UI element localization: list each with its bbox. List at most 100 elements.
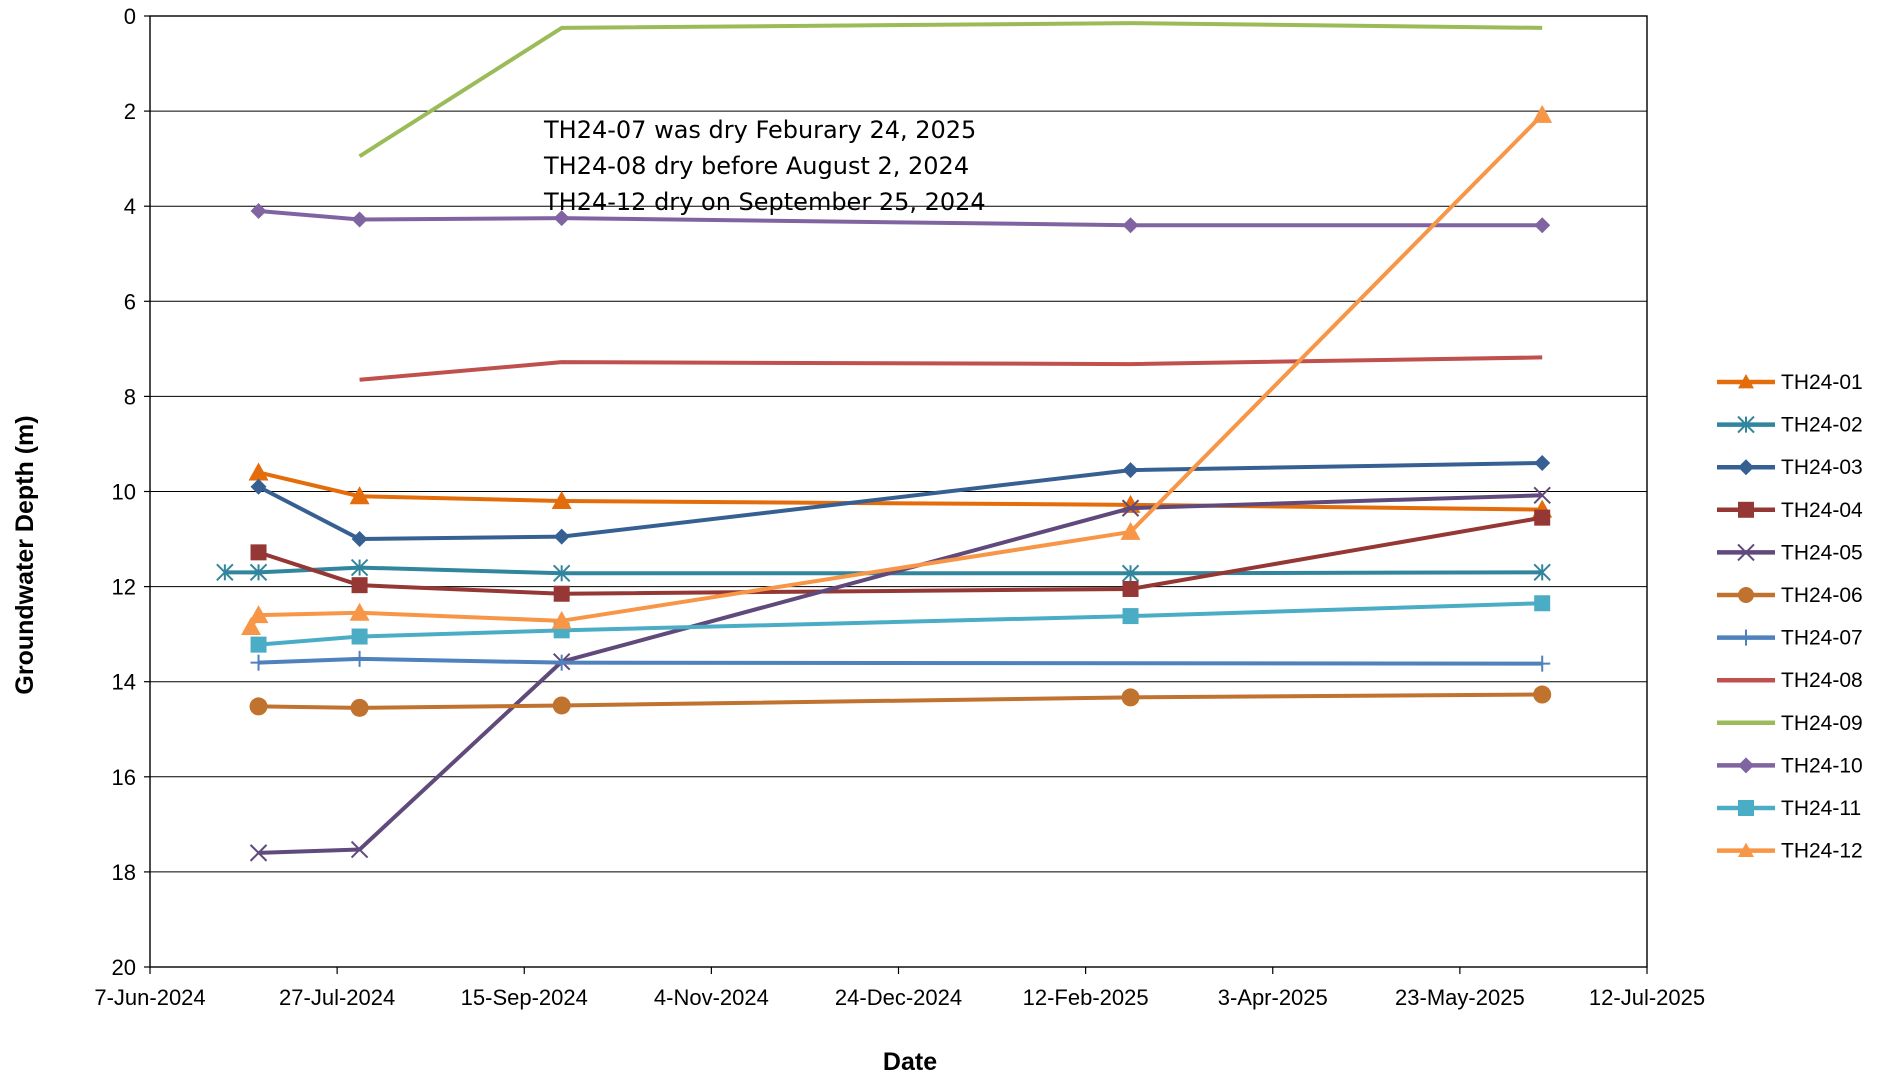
- series-th24-04: [250, 509, 1551, 602]
- x-tick-label: 24-Dec-2024: [835, 985, 962, 1010]
- diamond-marker: [250, 478, 267, 495]
- legend-item-th24-08: TH24-08: [1717, 669, 1863, 692]
- diamond-marker: [1534, 217, 1551, 234]
- square-marker: [351, 628, 368, 645]
- series-th24-12: [241, 104, 1553, 636]
- annotations: TH24-07 was dry Feburary 24, 2025 TH24-0…: [543, 116, 986, 216]
- triangle-marker: [349, 602, 370, 621]
- x-marker-stroke: [350, 840, 369, 859]
- legend-label: TH24-05: [1781, 541, 1863, 564]
- asterisk-marker: [1533, 563, 1551, 582]
- triangle-marker: [551, 610, 572, 629]
- x-marker: [350, 840, 369, 859]
- legend: TH24-01 TH24-02 TH24-03 TH24-04 TH24-05 TH24-…: [1717, 371, 1863, 863]
- circle-marker: [1533, 685, 1552, 704]
- legend-label: TH24-12: [1781, 840, 1863, 863]
- plus-marker: [553, 654, 570, 671]
- diamond-marker: [553, 528, 570, 545]
- square-marker: [250, 544, 267, 561]
- square-marker: [1534, 595, 1551, 612]
- y-tick-label: 0: [124, 4, 136, 29]
- circle-marker: [1121, 688, 1140, 707]
- diamond-marker: [351, 211, 368, 228]
- legend-item-th24-10: TH24-10: [1717, 754, 1863, 777]
- circle-marker: [552, 696, 571, 715]
- square-marker: [351, 577, 368, 594]
- series-th24-08: [359, 355, 1543, 382]
- diamond-marker: [1738, 459, 1754, 476]
- diamond-marker: [553, 210, 570, 227]
- asterisk-marker: [1737, 415, 1755, 434]
- annotation-3: TH24-12 dry on September 25, 2024: [543, 188, 986, 216]
- series-line-th24-08: [359, 355, 1543, 382]
- triangle-marker: [241, 617, 262, 636]
- x-marker-stroke: [1121, 499, 1140, 517]
- y-tick-label: 20: [112, 955, 136, 980]
- series-line-th24-09: [358, 21, 1543, 158]
- y-tick-label: 6: [124, 289, 136, 314]
- square-marker: [1122, 580, 1139, 597]
- legend-label: TH24-01: [1781, 371, 1863, 394]
- square-marker: [250, 636, 267, 653]
- legend-item-th24-07: TH24-07: [1717, 627, 1863, 650]
- series-th24-09: [358, 21, 1543, 158]
- asterisk-marker: [552, 564, 571, 582]
- plus-marker: [351, 650, 368, 667]
- legend-label: TH24-06: [1781, 584, 1863, 607]
- series-group: [216, 21, 1553, 862]
- triangle-marker: [1738, 374, 1754, 389]
- series-line-th24-05: [258, 493, 1543, 855]
- legend-label: TH24-10: [1781, 754, 1863, 777]
- asterisk-marker: [1121, 564, 1140, 582]
- triangle-marker: [248, 605, 269, 624]
- legend-label: TH24-02: [1781, 414, 1863, 437]
- series-line-th24-06: [258, 692, 1543, 710]
- diamond-marker: [1738, 757, 1754, 774]
- square-marker: [1534, 509, 1551, 526]
- diamond-marker: [1122, 217, 1139, 234]
- asterisk-marker: [249, 563, 268, 582]
- y-tick-label: 12: [112, 575, 136, 600]
- x-marker: [249, 844, 268, 862]
- series-line-th24-04: [257, 515, 1543, 596]
- series-th24-03: [250, 454, 1551, 548]
- plus-marker: [1534, 655, 1551, 672]
- series-th24-01: [248, 462, 1553, 518]
- circle-marker: [249, 697, 268, 716]
- y-tick-label: 18: [112, 860, 136, 885]
- series-th24-11: [250, 595, 1551, 653]
- legend-item-th24-03: TH24-03: [1717, 456, 1863, 479]
- square-marker: [1738, 501, 1754, 518]
- y-tick-label: 16: [112, 765, 136, 790]
- annotation-2: TH24-08 dry before August 2, 2024: [543, 152, 969, 180]
- x-marker-stroke: [1533, 486, 1551, 505]
- x-tick-label: 4-Nov-2024: [654, 985, 769, 1010]
- x-marker-stroke: [1737, 543, 1755, 562]
- triangle-marker: [1738, 842, 1754, 857]
- series-line-th24-11: [258, 601, 1543, 647]
- asterisk-marker: [216, 563, 234, 582]
- triangle-marker: [1120, 521, 1141, 540]
- series-line-th24-07: [258, 656, 1543, 666]
- y-tick-label: 4: [124, 194, 136, 219]
- legend-item-th24-11: TH24-11: [1717, 797, 1861, 820]
- diamond-marker: [351, 531, 368, 548]
- annotation-1: TH24-07 was dry Feburary 24, 2025: [543, 116, 976, 144]
- legend-item-th24-09: TH24-09: [1717, 712, 1863, 735]
- x-tick-label: 12-Jul-2025: [1589, 985, 1705, 1010]
- x-marker: [1737, 543, 1755, 562]
- square-marker: [1738, 800, 1754, 816]
- legend-label: TH24-08: [1781, 669, 1863, 692]
- legend-label: TH24-03: [1781, 456, 1863, 479]
- series-th24-02: [216, 558, 1551, 582]
- x-tick-label: 27-Jul-2024: [279, 985, 395, 1010]
- legend-item-th24-06: TH24-06: [1717, 584, 1863, 607]
- y-tick-label: 8: [124, 384, 136, 409]
- y-tick-label: 10: [112, 480, 136, 505]
- plus-marker: [250, 654, 267, 671]
- y-tick-label: 14: [112, 670, 136, 695]
- legend-label: TH24-07: [1781, 627, 1863, 650]
- x-tick-label: 7-Jun-2024: [94, 985, 205, 1010]
- plus-marker: [1738, 629, 1754, 646]
- legend-item-th24-12: TH24-12: [1717, 840, 1863, 863]
